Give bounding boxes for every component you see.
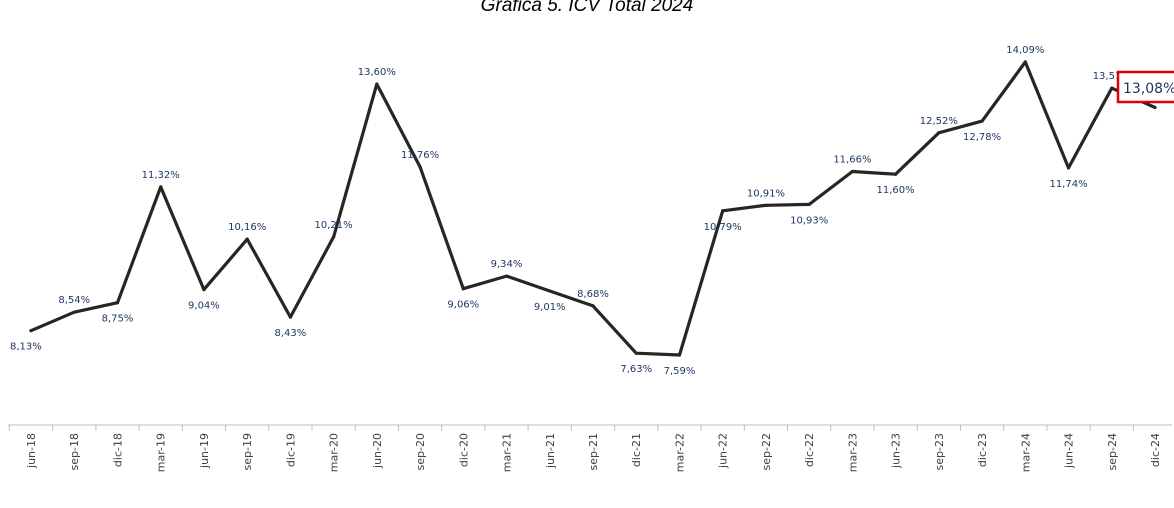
- data-point: [202, 288, 206, 292]
- data-point: [721, 209, 725, 213]
- data-label: 13,51%: [1093, 71, 1131, 82]
- data-point: [807, 202, 811, 207]
- data-point: [159, 185, 163, 189]
- data-point: [634, 351, 638, 355]
- data-point: [245, 237, 249, 241]
- data-point: [115, 301, 120, 305]
- data-label: 14,09%: [1006, 45, 1044, 56]
- x-tick-label: sep-23: [933, 433, 946, 470]
- x-tick-label: jun-19: [198, 433, 211, 469]
- data-point: [548, 289, 552, 293]
- data-point: [461, 287, 465, 291]
- data-label: 11,66%: [833, 155, 871, 166]
- data-point: [332, 235, 336, 239]
- data-label: 9,01%: [534, 302, 566, 313]
- data-point: [937, 131, 941, 135]
- data-point: [1066, 166, 1071, 170]
- x-tick-label: dic-23: [976, 433, 989, 467]
- x-tick-label: jun-22: [717, 433, 730, 469]
- data-label: 8,43%: [274, 328, 306, 339]
- x-tick-label: mar-23: [846, 433, 859, 472]
- data-label: 12,52%: [920, 116, 958, 127]
- data-point: [591, 304, 595, 308]
- highlight-box: [1116, 70, 1174, 104]
- x-tick-label: jun-24: [1063, 433, 1076, 469]
- data-point: [375, 82, 379, 86]
- data-label: 7,59%: [664, 366, 696, 377]
- x-tick-labels: jun-18 sep-18 dic-18 mar-19 jun-19 sep-19 dic-…: [25, 433, 1162, 472]
- data-label: 9,34%: [491, 259, 523, 270]
- x-tick-label: mar-19: [155, 433, 168, 472]
- x-tick-label: jun-18: [25, 433, 38, 469]
- x-tick-label: sep-21: [587, 433, 600, 470]
- data-point: [29, 329, 33, 333]
- x-tick-label: sep-19: [241, 433, 254, 470]
- data-label: 10,93%: [790, 215, 828, 226]
- data-label: 8,75%: [102, 314, 134, 325]
- x-tick-label: dic-21: [630, 433, 643, 467]
- data-point: [1110, 86, 1114, 90]
- x-tick-label: mar-24: [1019, 433, 1032, 472]
- data-point: [894, 172, 898, 176]
- x-tick-label: mar-20: [328, 433, 341, 472]
- data-label: 11,32%: [142, 170, 180, 181]
- data-label: 10,16%: [228, 222, 266, 233]
- data-point: [850, 169, 854, 174]
- data-label: 13,60%: [358, 67, 396, 78]
- x-tick-label: dic-24: [1149, 433, 1162, 467]
- x-tick-label: sep-24: [1106, 433, 1119, 470]
- x-tick-label: sep-20: [414, 433, 427, 470]
- data-point: [418, 165, 422, 169]
- chart-title: Gráfica 5. ICV Total 2024: [480, 0, 694, 16]
- x-axis: [8, 424, 1172, 431]
- x-tick-label: mar-21: [501, 433, 514, 472]
- data-label: 8,54%: [58, 295, 90, 306]
- highlight-label: 13,08%: [1123, 81, 1174, 97]
- data-point: [677, 353, 682, 357]
- data-label: 10,79%: [704, 222, 742, 233]
- data-point: [1153, 105, 1157, 110]
- x-tick-label: sep-18: [68, 433, 81, 470]
- data-label: 12,78%: [963, 132, 1001, 143]
- data-label: 11,74%: [1049, 179, 1087, 190]
- data-label: 11,76%: [401, 150, 439, 161]
- x-tick-label: dic-18: [111, 433, 124, 467]
- x-tick-label: dic-19: [284, 433, 297, 467]
- x-tick-label: jun-21: [544, 433, 557, 469]
- x-tick-label: jun-20: [371, 433, 384, 469]
- data-point: [72, 310, 76, 314]
- data-label: 8,68%: [577, 289, 609, 300]
- data-label: 10,91%: [747, 188, 785, 199]
- data-point: [288, 315, 292, 319]
- x-tick-label: dic-22: [803, 433, 816, 467]
- x-tick-label: mar-22: [673, 433, 686, 472]
- data-label: 9,04%: [188, 301, 220, 312]
- data-point: [764, 203, 768, 207]
- data-point: [980, 119, 984, 123]
- data-label: 9,06%: [447, 300, 479, 311]
- x-tick-label: dic-20: [457, 433, 470, 467]
- x-tick-label: sep-22: [760, 433, 773, 470]
- data-point: [1023, 60, 1027, 64]
- data-label: 7,63%: [620, 364, 652, 375]
- data-labels: 8,13% 8,54% 8,75% 11,32% 9,04% 10,16% 8,43% 10,…: [10, 45, 1174, 377]
- data-point: [504, 274, 509, 278]
- data-label: 11,60%: [877, 185, 915, 196]
- data-label: 10,21%: [315, 220, 353, 231]
- x-tick-label: jun-23: [890, 433, 903, 469]
- data-label: 8,13%: [10, 342, 42, 353]
- series-line-group: [29, 60, 1157, 357]
